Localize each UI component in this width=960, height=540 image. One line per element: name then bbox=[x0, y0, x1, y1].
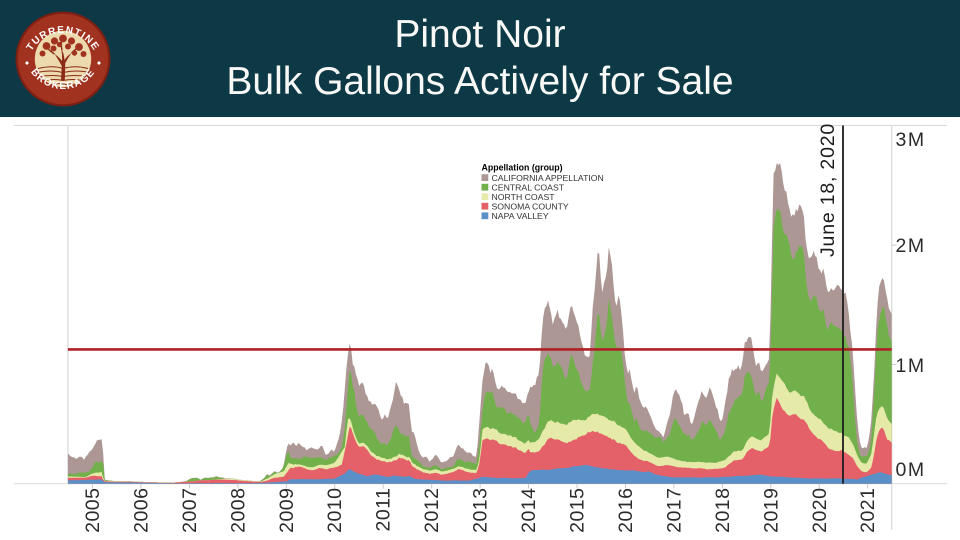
svg-text:SONOMA COUNTY: SONOMA COUNTY bbox=[492, 202, 569, 212]
svg-text:1M: 1M bbox=[896, 355, 926, 377]
svg-text:2009: 2009 bbox=[276, 488, 298, 533]
svg-text:2012: 2012 bbox=[421, 488, 443, 533]
svg-text:2013: 2013 bbox=[470, 488, 492, 533]
svg-text:June 18, 2020: June 18, 2020 bbox=[817, 123, 839, 257]
svg-text:2021: 2021 bbox=[857, 488, 879, 533]
svg-text:2016: 2016 bbox=[615, 488, 637, 533]
svg-text:2006: 2006 bbox=[130, 488, 152, 533]
svg-text:2017: 2017 bbox=[663, 488, 685, 533]
svg-text:2018: 2018 bbox=[712, 488, 734, 533]
svg-text:2011: 2011 bbox=[373, 488, 395, 532]
svg-text:2020: 2020 bbox=[809, 488, 831, 533]
svg-text:Appellation (group): Appellation (group) bbox=[482, 163, 563, 173]
svg-text:2010: 2010 bbox=[324, 488, 346, 533]
svg-text:3M: 3M bbox=[896, 129, 926, 151]
svg-text:2015: 2015 bbox=[567, 488, 589, 533]
svg-text:NORTH COAST: NORTH COAST bbox=[492, 192, 556, 202]
svg-text:0M: 0M bbox=[896, 459, 926, 481]
svg-text:2005: 2005 bbox=[82, 488, 104, 533]
svg-text:2M: 2M bbox=[896, 235, 926, 257]
svg-text:2008: 2008 bbox=[227, 488, 249, 533]
svg-text:NAPA VALLEY: NAPA VALLEY bbox=[492, 211, 549, 221]
svg-text:2007: 2007 bbox=[179, 488, 201, 533]
svg-text:2019: 2019 bbox=[760, 488, 782, 533]
svg-text:CALIFORNIA APPELLATION: CALIFORNIA APPELLATION bbox=[492, 173, 604, 183]
svg-text:2014: 2014 bbox=[518, 488, 540, 533]
svg-text:CENTRAL COAST: CENTRAL COAST bbox=[492, 183, 565, 193]
